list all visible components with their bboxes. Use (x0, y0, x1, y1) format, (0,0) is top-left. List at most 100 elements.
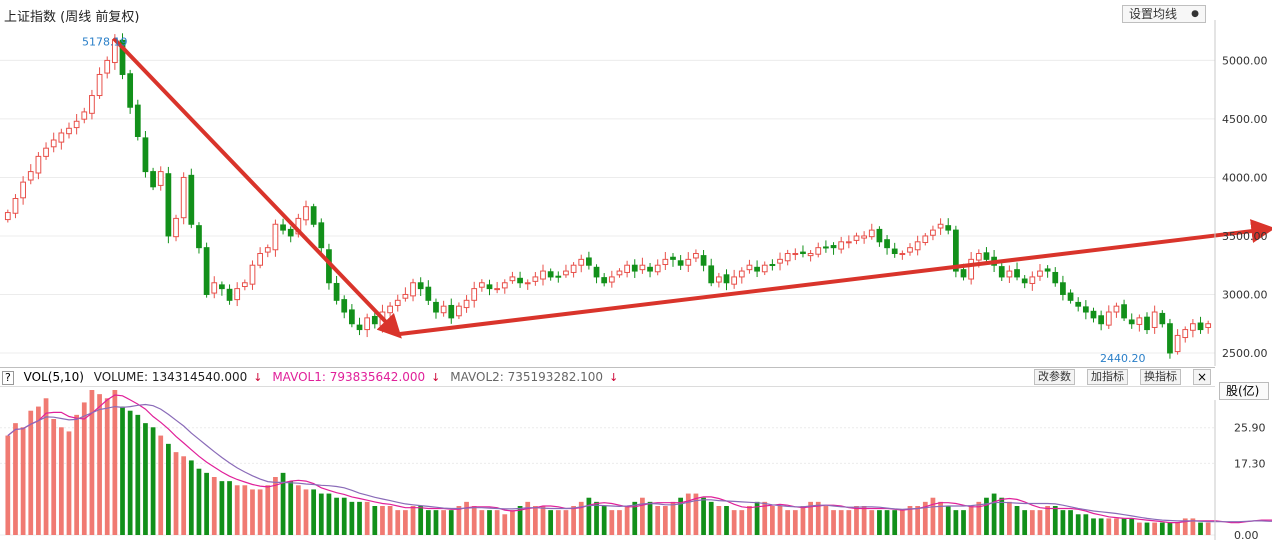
volume-bar (372, 506, 378, 535)
candle-body (647, 266, 653, 272)
candle-body (119, 39, 126, 75)
add-indicator-button[interactable]: 加指标 (1087, 369, 1128, 385)
price-tick-label: 3500.00 (1222, 230, 1268, 243)
candle-body (104, 59, 111, 74)
volume-bar (1198, 522, 1203, 535)
volume-bar (441, 510, 446, 535)
candle-body (654, 264, 661, 273)
candle-body (861, 235, 867, 239)
volume-bar (770, 506, 775, 535)
candle-body (563, 270, 569, 276)
candle-body (27, 171, 34, 181)
candle-body (1174, 334, 1181, 353)
candle-body (410, 282, 416, 297)
candle-body (356, 324, 363, 331)
trend-arrow (395, 219, 1272, 337)
volume-bar (976, 501, 982, 535)
volume-axis: 25.90 17.30 0.00 (1214, 400, 1266, 542)
candle-body (494, 288, 501, 291)
candle-body (1014, 269, 1020, 278)
volume-bar (1121, 518, 1127, 535)
volume-ma-lines (7, 394, 1272, 524)
volume-bar (953, 510, 959, 535)
candle-body (624, 264, 630, 273)
vol-indicator-name: VOL(5,10) (23, 370, 84, 384)
volume-bar (20, 427, 26, 535)
volume-bar (563, 510, 569, 535)
candle-body (723, 274, 730, 284)
volume-bar (150, 427, 156, 535)
candle-body (1075, 301, 1082, 307)
candle-body (1151, 311, 1158, 328)
volume-bar (1152, 522, 1158, 535)
volume-bar (395, 510, 401, 535)
candle-body (754, 266, 760, 272)
volume-bar (349, 501, 355, 535)
candle-body (219, 284, 225, 290)
volume-bar (1098, 518, 1104, 535)
volume-bar (104, 398, 110, 535)
volume-bar (968, 506, 974, 535)
candle-body (547, 271, 554, 278)
volume-bar (273, 477, 278, 535)
candle-body (1029, 276, 1036, 284)
candle-body (287, 228, 294, 237)
help-icon[interactable]: ? (2, 371, 14, 385)
candle-body (211, 282, 218, 294)
volume-bar (594, 501, 599, 535)
volume-bar (280, 472, 286, 535)
volume-bar (815, 501, 821, 535)
volume-bar (58, 427, 64, 535)
volume-bar (647, 501, 653, 535)
price-annotations: 5178.19 2440.20 (82, 36, 1146, 365)
volume-bar (999, 497, 1005, 535)
candle-body (310, 206, 317, 225)
candle-body (1105, 311, 1112, 326)
volume-bar (510, 510, 515, 535)
volume-bar (899, 510, 905, 535)
close-icon[interactable]: × (1193, 369, 1211, 385)
volume-bar (295, 485, 301, 535)
volume-bar (227, 481, 232, 535)
ma-settings-button[interactable]: 设置均线 ● (1122, 5, 1206, 23)
candle-body (43, 147, 49, 157)
switch-indicator-button[interactable]: 换指标 (1140, 369, 1181, 385)
volume-bar (387, 506, 393, 535)
candle-body (960, 269, 967, 278)
volume-bar (43, 398, 49, 535)
candle-body (746, 264, 753, 271)
candle-body (165, 173, 172, 237)
candle-body (891, 248, 898, 255)
trend-arrows (112, 37, 1272, 339)
volume-bar (754, 501, 760, 535)
volume-bar (747, 506, 752, 535)
candle-body (249, 264, 256, 285)
candle-body (440, 305, 447, 314)
candle-body (387, 305, 393, 314)
candle-body (1044, 268, 1051, 272)
volume-bar (1182, 518, 1188, 535)
volume-bar (724, 506, 729, 535)
volume-bar (1167, 522, 1173, 535)
candle-body (731, 276, 738, 285)
volume-bar (403, 510, 408, 535)
candle-body (1060, 282, 1066, 295)
change-params-button[interactable]: 改参数 (1034, 369, 1075, 385)
volume-bar (609, 510, 615, 535)
candle-body (953, 229, 959, 272)
candle-body (150, 171, 156, 188)
candle-body (333, 282, 340, 301)
candle-body (662, 258, 669, 266)
volume-bar (571, 506, 576, 535)
candle-body (20, 181, 26, 199)
candle-body (1128, 319, 1135, 325)
candle-body (1136, 317, 1143, 325)
volume-bar (961, 510, 966, 535)
down-arrow-icon: ↓ (253, 371, 263, 384)
volume-bar (425, 510, 431, 535)
volume-bar (1014, 506, 1020, 535)
volume-bar (265, 485, 271, 535)
candle-body (425, 286, 432, 301)
volume-bar (877, 510, 882, 535)
volume-bar (28, 410, 34, 535)
